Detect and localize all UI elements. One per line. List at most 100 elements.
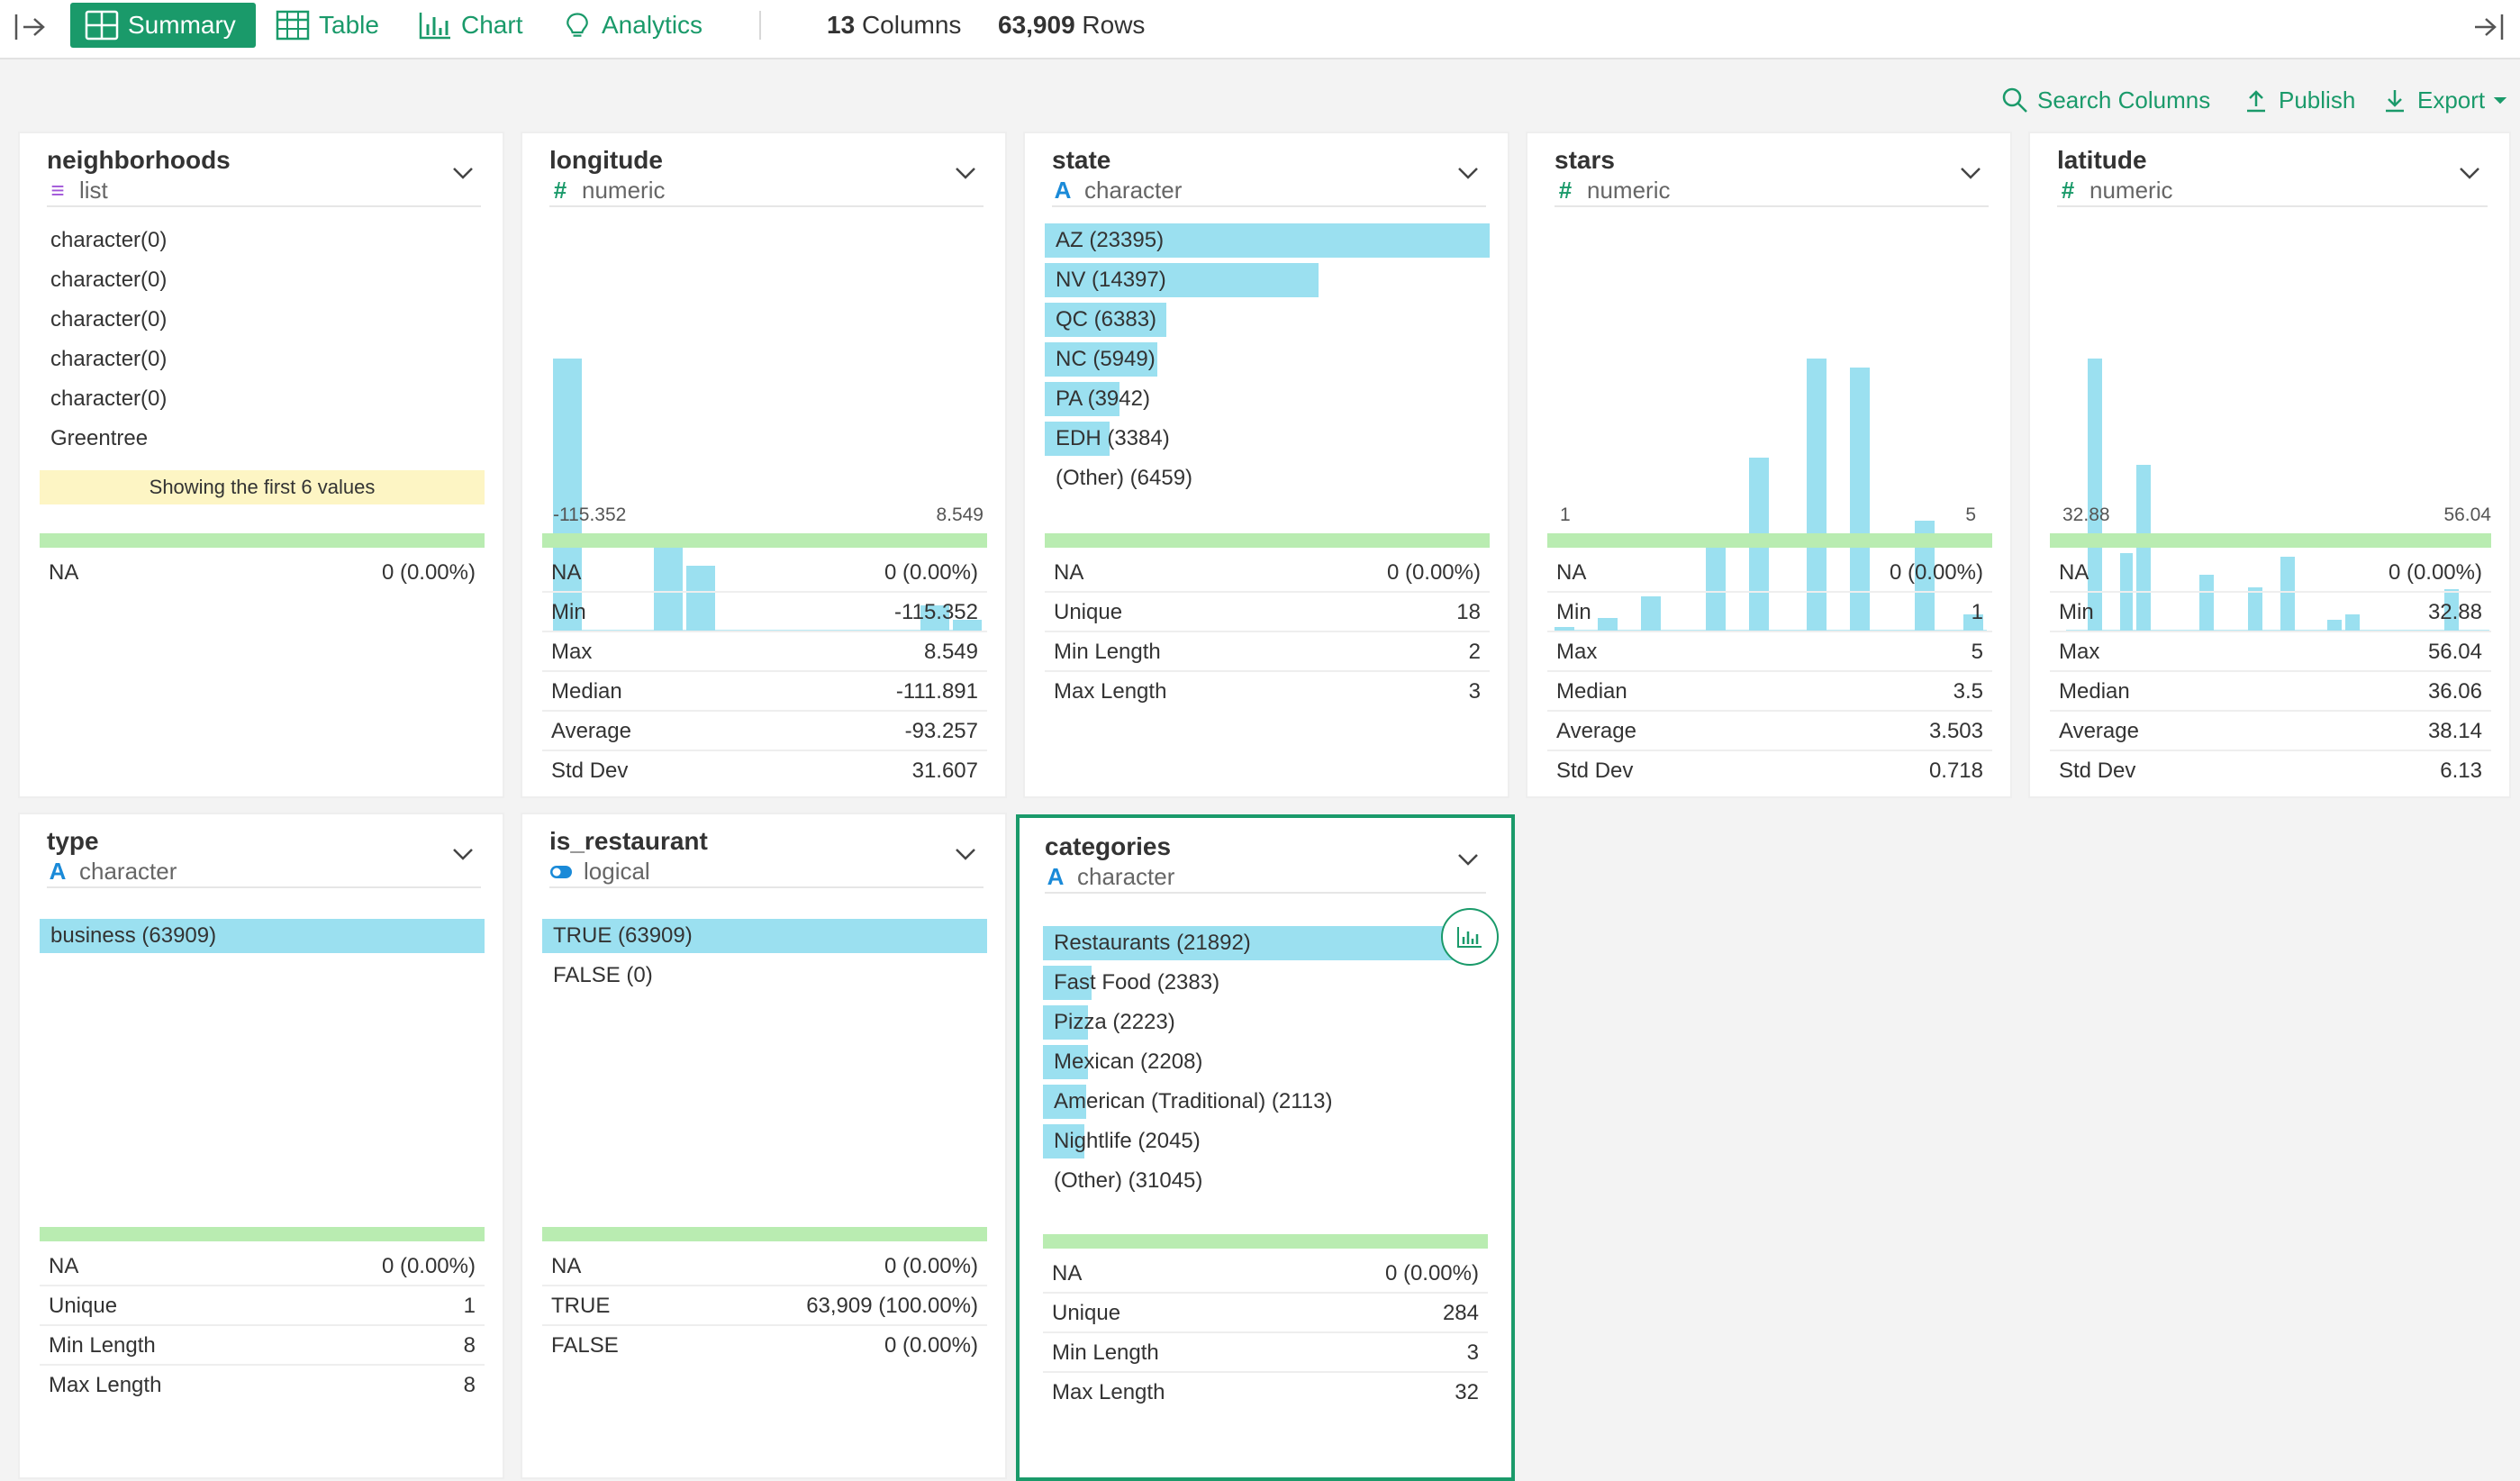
chevron-down-icon[interactable]: [1455, 847, 1481, 872]
stat-row-median: Median 36.06: [2050, 672, 2491, 712]
histogram-bar: [1598, 618, 1618, 631]
stat-row-average: Average 3.503: [1547, 712, 1992, 751]
export-button[interactable]: Export: [2381, 84, 2508, 116]
numeric-type-icon: #: [1558, 177, 1573, 204]
stat-row-na: NA 0 (0.00%): [49, 560, 476, 585]
stat-row-min: Min 1: [1547, 593, 1992, 632]
stat-row-unique: Unique 1: [40, 1286, 485, 1326]
chevron-down-icon[interactable]: [2457, 160, 2482, 186]
stat-row-max-length: Max Length 32: [1052, 1380, 1479, 1404]
value-bar[interactable]: AZ (23395): [1045, 223, 1490, 258]
tab-table[interactable]: Table: [276, 3, 379, 48]
stat-row-std-dev: Std Dev 6.13: [2059, 759, 2482, 783]
value-bar[interactable]: NC (5949): [1045, 342, 1490, 377]
column-name: stars: [1555, 146, 1615, 174]
stat-row-max: Max 5: [1547, 632, 1992, 672]
column-type: logical: [549, 858, 650, 886]
value-bar[interactable]: EDH (3384): [1045, 422, 1490, 456]
value-bar[interactable]: American (Traditional) (2113): [1043, 1085, 1488, 1119]
stat-row-std-dev: Std Dev 31.607: [551, 759, 978, 783]
column-card-state[interactable]: state A character AZ (23395) NV (14397) …: [1023, 132, 1509, 798]
tab-chart[interactable]: Chart: [418, 3, 522, 48]
column-name: latitude: [2057, 146, 2147, 174]
column-type: A character: [1045, 863, 1175, 891]
na-ratio-bar: [542, 533, 987, 548]
axis-max-label: 5: [1965, 504, 1976, 525]
value-bar[interactable]: Nightlife (2045): [1043, 1124, 1488, 1158]
column-type: # numeric: [1555, 177, 1671, 204]
histogram-bar: [2248, 587, 2262, 631]
chevron-down-icon[interactable]: [953, 160, 978, 186]
card-header: state A character: [1052, 142, 1486, 207]
chevron-down-icon[interactable]: [450, 160, 476, 186]
columns-count-label: Columns: [861, 11, 962, 39]
column-name: neighborhoods: [47, 146, 231, 174]
histogram-bar: [1915, 521, 1935, 631]
column-type-label: character: [1077, 863, 1175, 890]
publish-button[interactable]: Publish: [2243, 84, 2355, 116]
histogram-bar: [553, 359, 582, 631]
chevron-down-icon[interactable]: [953, 841, 978, 867]
summary-grid-icon: [85, 10, 119, 41]
tab-summary[interactable]: Summary: [70, 3, 256, 48]
histogram-bar: [2088, 359, 2102, 631]
value-bar[interactable]: Restaurants (21892): [1043, 926, 1488, 960]
value-bar[interactable]: Fast Food (2383): [1043, 966, 1488, 1000]
bar-fill: [1043, 1085, 1086, 1119]
value-bar[interactable]: Mexican (2208): [1043, 1045, 1488, 1079]
column-card-longitude[interactable]: longitude # numeric -115.352 8.549 NA 0 (…: [521, 132, 1007, 798]
column-card-stars[interactable]: stars # numeric 1 5 NA 0 (0.00%) Min 1 Max…: [1526, 132, 2012, 798]
value-bar[interactable]: QC (6383): [1045, 303, 1490, 337]
tab-analytics[interactable]: Analytics: [562, 3, 703, 48]
column-type: A character: [47, 858, 177, 886]
card-header: stars # numeric: [1555, 142, 1989, 207]
histogram-bar: [2199, 575, 2214, 631]
search-columns-button[interactable]: Search Columns: [2001, 84, 2210, 116]
collapse-right-icon[interactable]: [2471, 9, 2507, 45]
value-bar[interactable]: Pizza (2223): [1043, 1005, 1488, 1040]
histogram-bar: [953, 620, 982, 631]
collapse-left-icon[interactable]: [13, 9, 49, 45]
column-card-categories[interactable]: categories A character Restaurants (2189…: [1016, 814, 1515, 1481]
axis-max-label: 8.549: [936, 504, 984, 525]
bar-fill: [40, 919, 485, 953]
stat-row-na: NA 0 (0.00%): [1547, 553, 1992, 593]
column-type-label: numeric: [1587, 177, 1671, 204]
card-header: type A character: [47, 823, 481, 888]
column-type-label: list: [79, 177, 108, 204]
stat-row-na: NA 0 (0.00%): [542, 553, 987, 593]
na-ratio-bar: [2050, 533, 2491, 548]
column-type-label: logical: [584, 858, 650, 885]
histogram-bar: [1963, 614, 1983, 631]
value-bar[interactable]: TRUE (63909): [542, 919, 987, 953]
card-header: categories A character: [1045, 829, 1486, 894]
column-card-is-restaurant[interactable]: is_restaurant logical TRUE (63909) FALSE…: [521, 813, 1007, 1479]
value-bar[interactable]: PA (3942): [1045, 382, 1490, 416]
na-ratio-bar: [1043, 1234, 1488, 1249]
value-bar[interactable]: (Other) (6459): [1056, 466, 1193, 490]
histogram-bar: [2280, 557, 2295, 631]
card-header: latitude # numeric: [2057, 142, 2488, 207]
list-item: character(0): [50, 228, 168, 252]
show-chart-button[interactable]: [1441, 908, 1499, 966]
numeric-type-icon: #: [553, 177, 567, 204]
stat-row-na: NA 0 (0.00%): [1045, 553, 1490, 593]
histogram[interactable]: [553, 223, 982, 631]
column-card-latitude[interactable]: latitude # numeric 32.88 56.04 NA 0 (0.00…: [2028, 132, 2511, 798]
column-type-label: numeric: [582, 177, 666, 204]
showing-first-values-note: Showing the first 6 values: [40, 470, 485, 504]
bar-fill: [542, 919, 987, 953]
column-card-type[interactable]: type A character business (63909) NA 0 (0…: [18, 813, 504, 1479]
value-bar[interactable]: business (63909): [40, 919, 485, 953]
column-card-neighborhoods[interactable]: neighborhoods ≡ list character(0) charac…: [18, 132, 504, 798]
value-bar[interactable]: FALSE (0): [553, 963, 653, 987]
chevron-down-icon[interactable]: [450, 841, 476, 867]
table-icon: [276, 10, 310, 41]
histogram-bar: [686, 566, 715, 631]
stat-row-max-length: Max Length 3: [1054, 679, 1481, 704]
chevron-down-icon[interactable]: [1958, 160, 1983, 186]
value-bar[interactable]: (Other) (31045): [1054, 1168, 1203, 1193]
chevron-down-icon[interactable]: [1455, 160, 1481, 186]
bar-chart-icon: [1457, 927, 1482, 948]
value-bar[interactable]: NV (14397): [1045, 263, 1490, 297]
